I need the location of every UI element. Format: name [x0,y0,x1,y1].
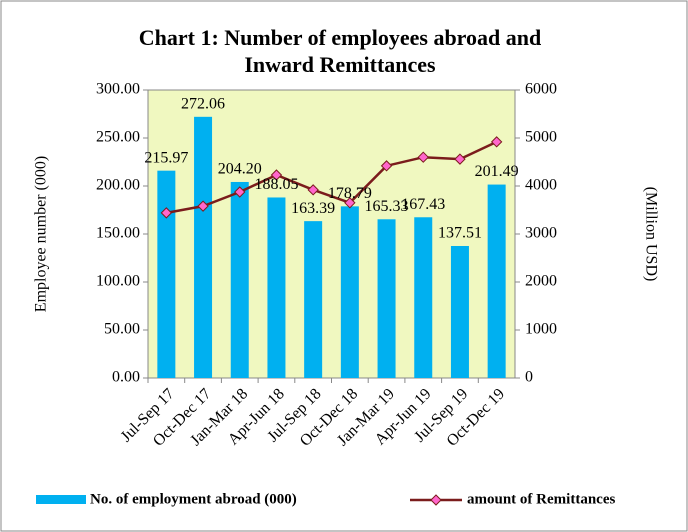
bar [487,184,506,378]
y2-tick-label: 2000 [525,273,557,290]
y-tick-label: 50.00 [104,321,140,338]
bar [340,206,359,378]
bar [267,197,286,378]
y-tick-label: 200.00 [96,177,140,194]
marker [454,153,466,165]
bar [230,181,249,378]
y2-tick-label: 5000 [525,129,557,146]
y-axis-label: Employee number (000) [33,156,50,312]
y-tick-label: 0.00 [112,369,140,386]
data-label: 137.51 [438,225,482,242]
marker [307,184,319,196]
marker [344,197,356,209]
marker [234,186,246,198]
bar [377,219,396,378]
data-label: 188.05 [254,176,298,193]
data-label: 178.79 [328,185,372,202]
data-label: 204.20 [218,161,262,178]
data-label: 215.97 [144,149,188,166]
data-label: 167.43 [401,196,445,213]
legend-marker [430,494,442,506]
chart-title: Inward Remittances [244,52,436,77]
bar [414,217,433,378]
legend-label: No. of employment abroad (000) [90,491,297,507]
marker [160,207,173,219]
y2-tick-label: 6000 [525,81,557,98]
data-label: 201.49 [475,163,519,180]
bar [450,245,469,378]
data-label: 165.33 [365,198,409,215]
marker [417,151,429,163]
bar [157,170,176,378]
legend-label: amount of Remittances [467,491,615,507]
marker [197,200,209,212]
bar [304,221,323,378]
y2-tick-label: 3000 [525,225,557,242]
marker [270,169,283,181]
y2-tick-label: 0 [525,369,533,386]
y-tick-label: 300.00 [96,81,140,98]
y2-tick-label: 4000 [525,177,557,194]
legend-swatch [36,495,86,504]
marker [490,136,503,148]
marker [380,160,393,172]
data-label: 163.39 [291,200,335,217]
y2-tick-label: 1000 [525,321,557,338]
data-label: 272.06 [181,95,225,112]
y-tick-label: 100.00 [96,273,140,290]
y2-axis-label: (Million USD) [642,187,659,282]
line [166,140,498,215]
y-tick-label: 150.00 [96,225,140,242]
chart-title: Chart 1: Number of employees abroad and [139,25,542,50]
bar [194,116,213,379]
y-tick-label: 250.00 [96,129,140,146]
